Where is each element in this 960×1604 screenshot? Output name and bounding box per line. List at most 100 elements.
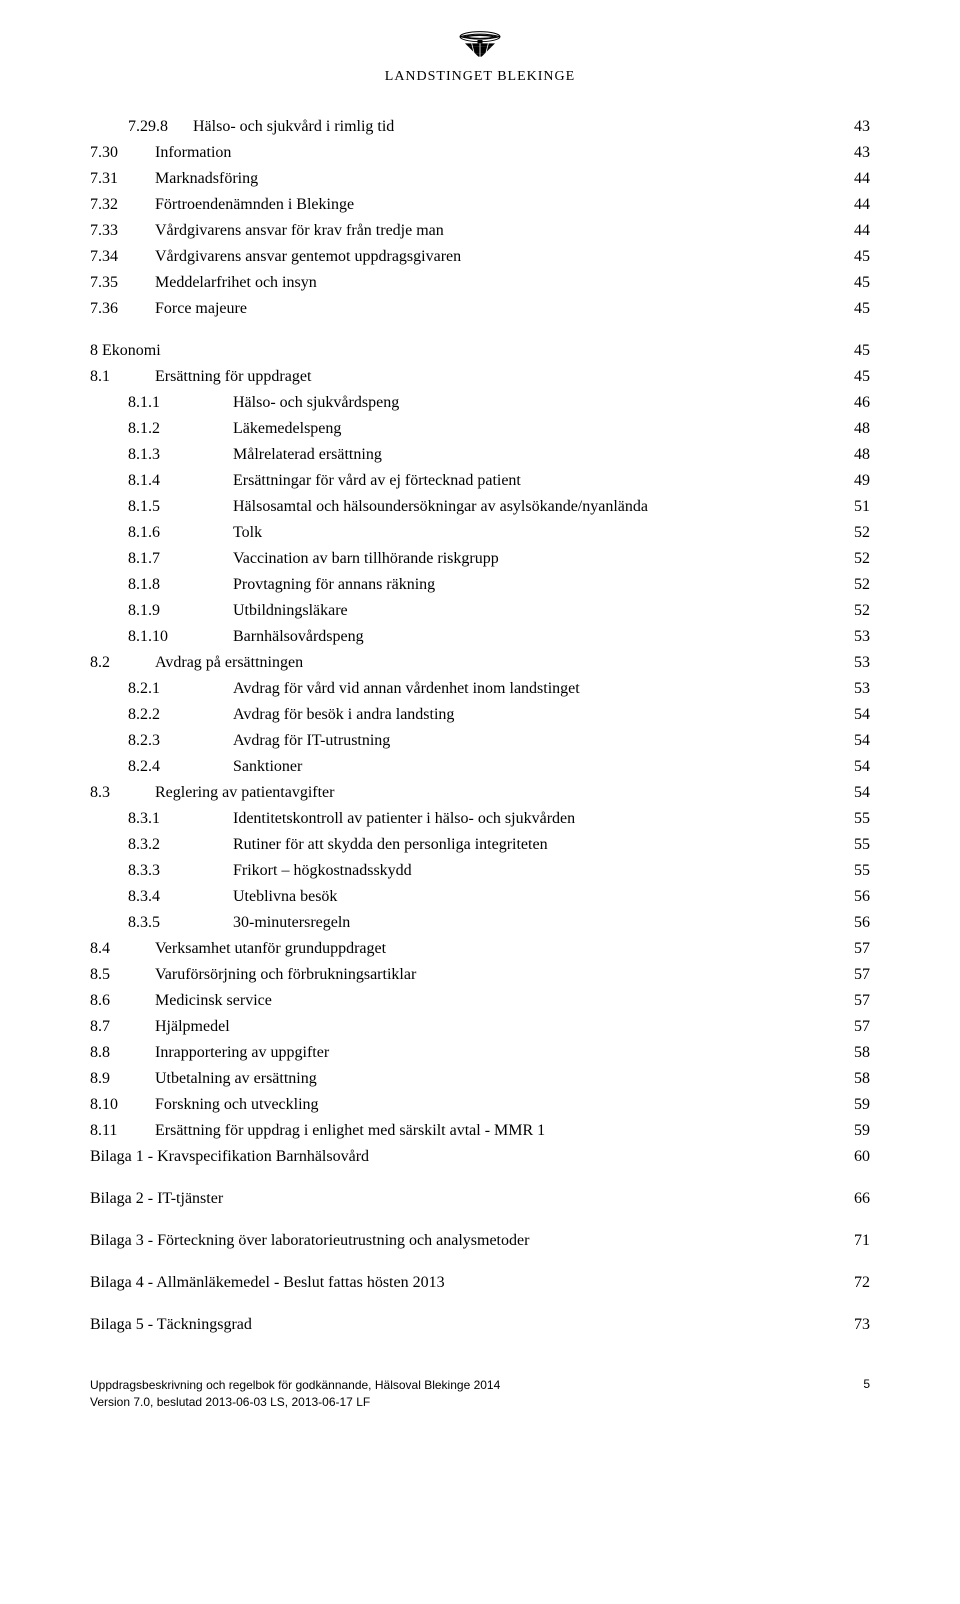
toc-number: 8.6 (90, 989, 155, 1013)
toc-entry: 8.3.530-minutersregeln56 (90, 911, 870, 935)
toc-number: 8.2.4 (90, 755, 233, 779)
toc-page-number: 57 (850, 937, 870, 961)
toc-page-number: 52 (850, 573, 870, 597)
toc-number: 7.30 (90, 141, 155, 165)
toc-page-number: 66 (850, 1187, 870, 1211)
page-footer: Uppdragsbeskrivning och regelbok för god… (90, 1377, 870, 1411)
toc-page-number: 53 (850, 651, 870, 675)
toc-heading: Bilaga 2 - IT-tjänster (90, 1187, 223, 1211)
toc-entry: 8.3.3Frikort – högkostnadsskydd55 (90, 859, 870, 883)
toc-page-number: 53 (850, 625, 870, 649)
toc-entry: Bilaga 3 - Förteckning över laboratorieu… (90, 1229, 870, 1253)
toc-page-number: 52 (850, 521, 870, 545)
toc-title: Avdrag för vård vid annan vårdenhet inom… (233, 677, 580, 701)
toc-title: Tolk (233, 521, 262, 545)
toc-page-number: 54 (850, 781, 870, 805)
toc-title: Ersättning för uppdraget (155, 365, 311, 389)
toc-title: Reglering av patientavgifter (155, 781, 334, 805)
toc-entry: 7.34Vårdgivarens ansvar gentemot uppdrag… (90, 245, 870, 269)
toc-title: Hälsosamtal och hälsoundersökningar av a… (233, 495, 648, 519)
toc-page-number: 54 (850, 729, 870, 753)
footer-doc-title: Uppdragsbeskrivning och regelbok för god… (90, 1377, 500, 1394)
toc-title: Marknadsföring (155, 167, 258, 191)
toc-page-number: 54 (850, 755, 870, 779)
toc-page-number: 49 (850, 469, 870, 493)
toc-entry: 8.1.6Tolk 52 (90, 521, 870, 545)
toc-entry: 8.9Utbetalning av ersättning58 (90, 1067, 870, 1091)
toc-page-number: 59 (850, 1093, 870, 1117)
toc-entry: 8.1.2Läkemedelspeng48 (90, 417, 870, 441)
footer-page-number: 5 (863, 1377, 870, 1411)
toc-page-number: 56 (850, 911, 870, 935)
toc-number: 8.1.3 (90, 443, 233, 467)
toc-number: 8.2.1 (90, 677, 233, 701)
toc-title: Medicinsk service (155, 989, 272, 1013)
toc-entry: 7.35Meddelarfrihet och insyn45 (90, 271, 870, 295)
toc-entry: Bilaga 4 - Allmänläkemedel - Beslut fatt… (90, 1271, 870, 1295)
toc-page-number: 52 (850, 547, 870, 571)
logo-org-name: LANDSTINGET BLEKINGE (90, 69, 870, 85)
toc-page-number: 56 (850, 885, 870, 909)
toc-number: 7.29.8 (90, 115, 193, 139)
toc-entry: Bilaga 5 - Täckningsgrad73 (90, 1313, 870, 1337)
toc-title: Forskning och utveckling (155, 1093, 319, 1117)
toc-entry: 8 Ekonomi45 (90, 339, 870, 363)
toc-entry: 8.2.4Sanktioner 54 (90, 755, 870, 779)
toc-title: Provtagning för annans räkning (233, 573, 435, 597)
toc-entry: 7.30Information43 (90, 141, 870, 165)
toc-page-number: 55 (850, 833, 870, 857)
toc-entry: 8.2.2Avdrag för besök i andra landsting5… (90, 703, 870, 727)
toc-page-number: 55 (850, 807, 870, 831)
toc-number: 8.1.7 (90, 547, 233, 571)
toc-title: Barnhälsovårdspeng (233, 625, 364, 649)
toc-number: 8.3.1 (90, 807, 233, 831)
toc-number: 8.1.4 (90, 469, 233, 493)
toc-entry: 8.11Ersättning för uppdrag i enlighet me… (90, 1119, 870, 1143)
toc-entry: 8.1.4Ersättningar för vård av ej förteck… (90, 469, 870, 493)
toc-entry: 8.2Avdrag på ersättningen53 (90, 651, 870, 675)
toc-number: 8.3.2 (90, 833, 233, 857)
toc-entry: 7.31Marknadsföring44 (90, 167, 870, 191)
toc-number: 8.1.2 (90, 417, 233, 441)
toc-title: Hälso- och sjukvårdspeng (233, 391, 399, 415)
toc-number: 8.1.9 (90, 599, 233, 623)
toc-title: Sanktioner (233, 755, 302, 779)
toc-title: Utbetalning av ersättning (155, 1067, 317, 1091)
toc-entry: Bilaga 1 - Kravspecifikation Barnhälsovå… (90, 1145, 870, 1169)
toc-number: 7.32 (90, 193, 155, 217)
toc-number: 8.3.5 (90, 911, 233, 935)
toc-number: 8.3.3 (90, 859, 233, 883)
toc-entry: 8.1.10Barnhälsovårdspeng53 (90, 625, 870, 649)
toc-number: 7.35 (90, 271, 155, 295)
toc-title: Ersättningar för vård av ej förtecknad p… (233, 469, 521, 493)
toc-entry: 8.2.3Avdrag för IT-utrustning54 (90, 729, 870, 753)
toc-number: 8.1.6 (90, 521, 233, 545)
toc-entry: 8.1.8Provtagning för annans räkning52 (90, 573, 870, 597)
toc-number: 8.3 (90, 781, 155, 805)
toc-page-number: 48 (850, 417, 870, 441)
toc-number: 7.31 (90, 167, 155, 191)
toc-entry: 7.29.8Hälso- och sjukvård i rimlig tid43 (90, 115, 870, 139)
toc-entry: 8.8Inrapportering av uppgifter58 (90, 1041, 870, 1065)
toc-page-number: 45 (850, 297, 870, 321)
toc-page-number: 60 (850, 1145, 870, 1169)
toc-page-number: 45 (850, 271, 870, 295)
toc-title: Varuförsörjning och förbrukningsartiklar (155, 963, 416, 987)
toc-entry: 8.3Reglering av patientavgifter 54 (90, 781, 870, 805)
toc-title: Hjälpmedel (155, 1015, 230, 1039)
toc-entry: 8.2.1Avdrag för vård vid annan vårdenhet… (90, 677, 870, 701)
toc-number: 8.2.2 (90, 703, 233, 727)
toc-page-number: 72 (850, 1271, 870, 1295)
toc-title: Force majeure (155, 297, 247, 321)
toc-number: 8.8 (90, 1041, 155, 1065)
header-logo-area: LANDSTINGET BLEKINGE (90, 30, 870, 85)
toc-entry: 7.32Förtroendenämnden i Blekinge44 (90, 193, 870, 217)
toc-title: Utbildningsläkare (233, 599, 348, 623)
toc-page-number: 45 (850, 339, 870, 363)
toc-number: 8.9 (90, 1067, 155, 1091)
toc-number: 8.10 (90, 1093, 155, 1117)
toc-title: Uteblivna besök (233, 885, 337, 909)
toc-entry: 8.6Medicinsk service57 (90, 989, 870, 1013)
toc-number: 8.2.3 (90, 729, 233, 753)
toc-page-number: 71 (850, 1229, 870, 1253)
